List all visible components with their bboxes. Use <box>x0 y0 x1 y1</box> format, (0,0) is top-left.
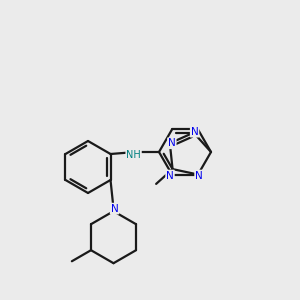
Text: NH: NH <box>126 150 141 160</box>
Text: N: N <box>168 138 176 148</box>
Text: N: N <box>195 170 203 181</box>
Text: N: N <box>111 204 119 214</box>
Text: N: N <box>191 127 199 137</box>
Text: N: N <box>166 170 174 181</box>
